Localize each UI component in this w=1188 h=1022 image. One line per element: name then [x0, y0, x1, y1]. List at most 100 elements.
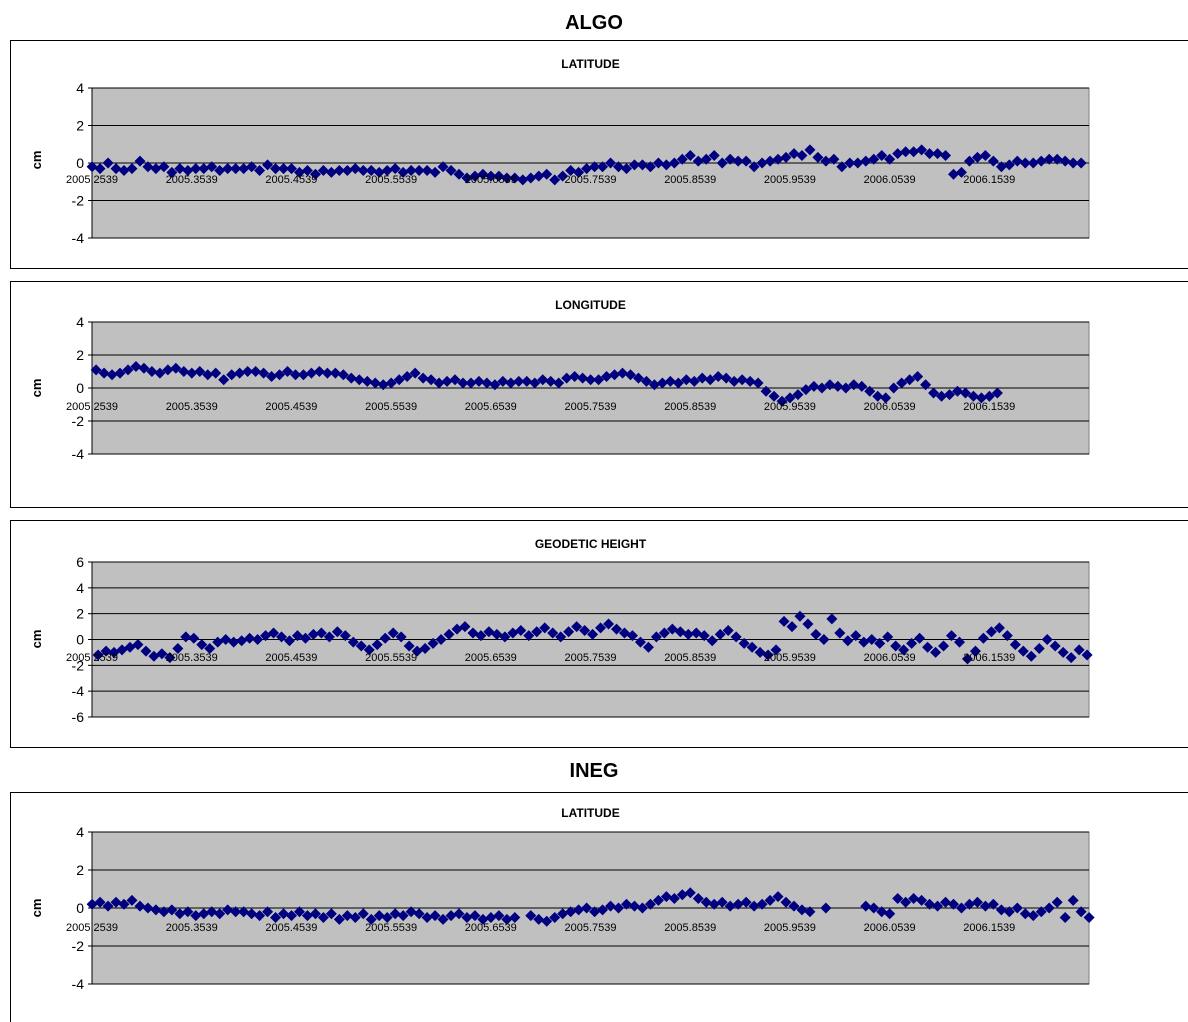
data-point [475, 630, 487, 642]
data-point [648, 379, 660, 391]
data-point [768, 390, 780, 402]
data-point [792, 389, 804, 401]
data-point [800, 384, 812, 396]
data-point [501, 172, 513, 184]
data-point [1043, 902, 1055, 914]
data-point [126, 894, 138, 906]
data-point [493, 910, 505, 922]
data-point [605, 900, 617, 912]
data-point [995, 904, 1007, 916]
data-point [652, 894, 664, 906]
x-tick-label: 2005.8539 [664, 922, 716, 934]
data-point [1019, 157, 1031, 169]
data-point [278, 908, 290, 920]
data-point [142, 161, 154, 173]
y-tick-label: -4 [72, 683, 85, 699]
chart-title: GEODETIC HEIGHT [535, 537, 647, 551]
data-point [497, 375, 509, 387]
data-point [214, 908, 226, 920]
data-point [836, 161, 848, 173]
data-point [802, 618, 814, 630]
data-point [780, 896, 792, 908]
data-point [282, 366, 294, 377]
data-point [914, 632, 926, 644]
data-point [796, 904, 808, 916]
data-point [405, 906, 417, 918]
data-point [477, 168, 489, 180]
data-point [652, 157, 664, 169]
x-tick-label: 2005.4539 [265, 922, 317, 934]
data-point [86, 161, 98, 173]
data-point [1051, 896, 1063, 908]
data-point [188, 632, 200, 644]
chart-panel-algo-latitude: -4 -2 0 2 4 LATITUDE cm 2005.2539 2005.3539 2005.… [10, 40, 1188, 269]
data-point [230, 163, 242, 175]
data-point [744, 375, 756, 387]
data-point [238, 906, 250, 918]
data-point [620, 163, 632, 175]
y-axis-label: cm [29, 630, 44, 649]
data-point [922, 641, 934, 653]
data-point [684, 150, 696, 161]
data-point [770, 644, 782, 656]
data-point [712, 370, 724, 382]
data-point [228, 636, 240, 648]
data-point [876, 906, 888, 918]
y-tick-label: 2 [76, 606, 84, 622]
data-point [174, 908, 186, 920]
data-point [880, 392, 892, 404]
data-point [740, 155, 752, 167]
data-point [1049, 640, 1061, 652]
data-point [110, 163, 122, 175]
data-point [808, 380, 820, 392]
data-point [1009, 639, 1021, 651]
data-point [477, 913, 489, 925]
data-point [395, 631, 407, 643]
data-point [752, 377, 764, 389]
data-point [569, 370, 581, 382]
data-point [979, 150, 991, 161]
y-tick-label: 0 [76, 380, 84, 396]
data-point [1059, 912, 1071, 923]
data-point [955, 166, 967, 178]
data-point [842, 635, 854, 647]
x-tick-label: 2005.5539 [365, 401, 417, 413]
data-point [916, 144, 928, 156]
data-point [349, 912, 361, 923]
data-point [158, 906, 170, 918]
station-title-ineg: INEG [569, 760, 619, 782]
data-point [365, 913, 377, 925]
data-point [748, 161, 760, 173]
data-point [146, 366, 158, 377]
data-point [301, 165, 313, 176]
data-point [577, 372, 589, 384]
data-point [668, 893, 680, 904]
data-point [132, 639, 144, 651]
data-point [445, 910, 457, 922]
x-tick-label: 2005.9539 [764, 174, 816, 186]
data-point [457, 377, 469, 389]
data-point [1083, 912, 1095, 923]
data-point [804, 144, 816, 156]
chart-title: LATITUDE [561, 57, 619, 71]
data-point [874, 637, 886, 649]
data-point [435, 634, 447, 645]
data-point [250, 366, 262, 377]
x-tick-label: 2006.1539 [963, 174, 1015, 186]
data-point [636, 902, 648, 914]
data-point [278, 163, 290, 175]
data-point [858, 636, 870, 648]
data-point [122, 364, 134, 376]
data-point [983, 390, 995, 402]
y-tick-label: 4 [76, 824, 84, 840]
data-point [441, 375, 453, 387]
data-point [317, 165, 329, 176]
data-point [154, 367, 166, 379]
data-point [413, 165, 425, 176]
data-point [764, 155, 776, 167]
data-point [1035, 155, 1047, 167]
data-point [993, 622, 1005, 634]
data-point [270, 163, 282, 175]
data-point [796, 150, 808, 161]
data-point [419, 643, 431, 655]
